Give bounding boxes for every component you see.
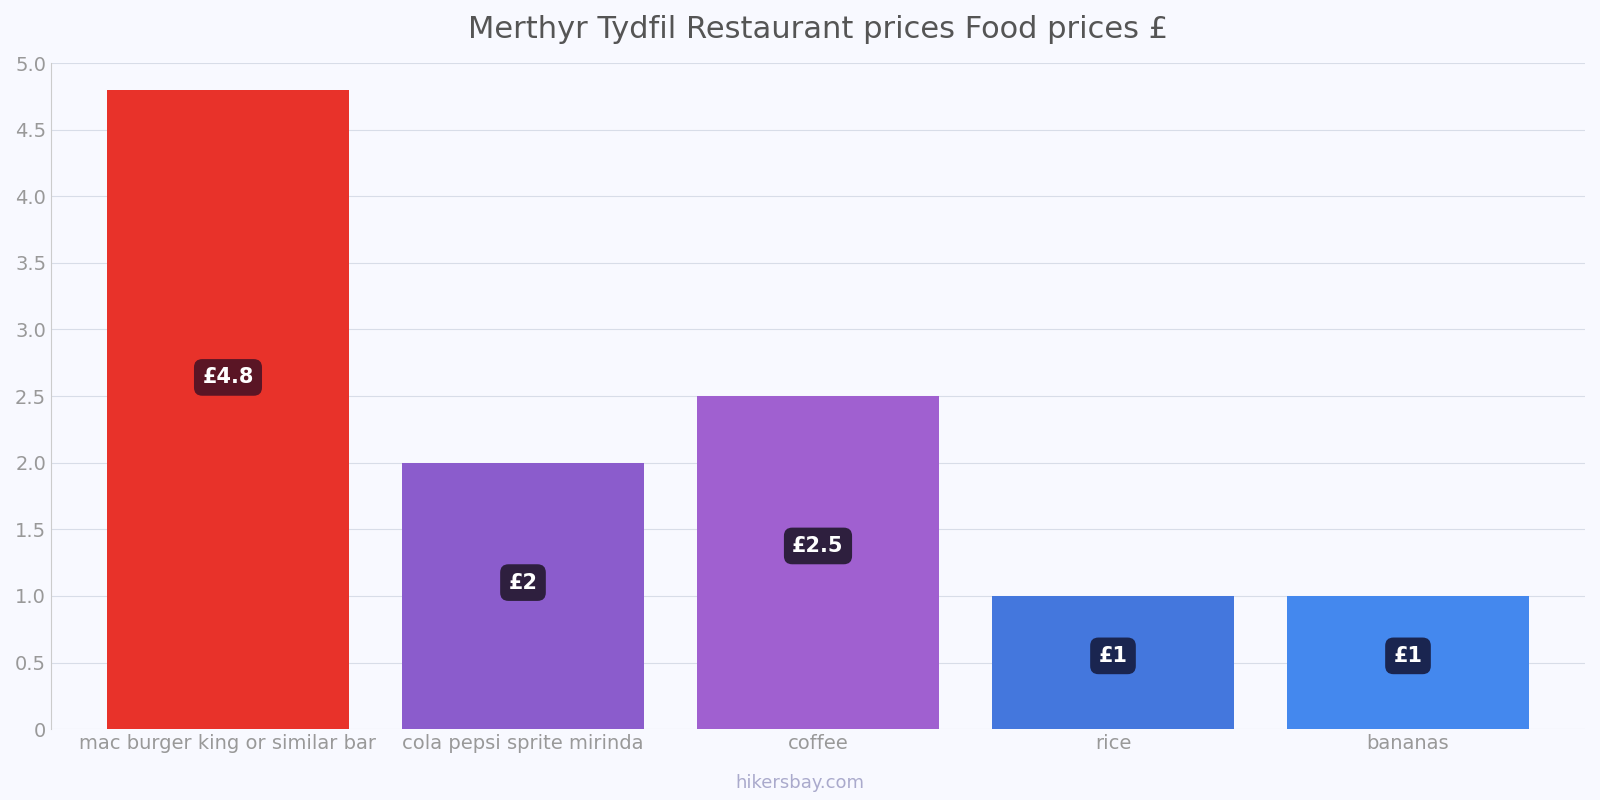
- Text: £2.5: £2.5: [792, 536, 843, 556]
- Bar: [698, 396, 939, 729]
- Text: £1: £1: [1099, 646, 1128, 666]
- Text: £4.8: £4.8: [202, 367, 254, 387]
- Bar: [992, 596, 1234, 729]
- Text: £2: £2: [509, 573, 538, 593]
- Bar: [402, 462, 643, 729]
- Bar: [107, 90, 349, 729]
- Bar: [1286, 596, 1530, 729]
- Text: £1: £1: [1394, 646, 1422, 666]
- Title: Merthyr Tydfil Restaurant prices Food prices £: Merthyr Tydfil Restaurant prices Food pr…: [467, 15, 1168, 44]
- Text: hikersbay.com: hikersbay.com: [736, 774, 864, 792]
